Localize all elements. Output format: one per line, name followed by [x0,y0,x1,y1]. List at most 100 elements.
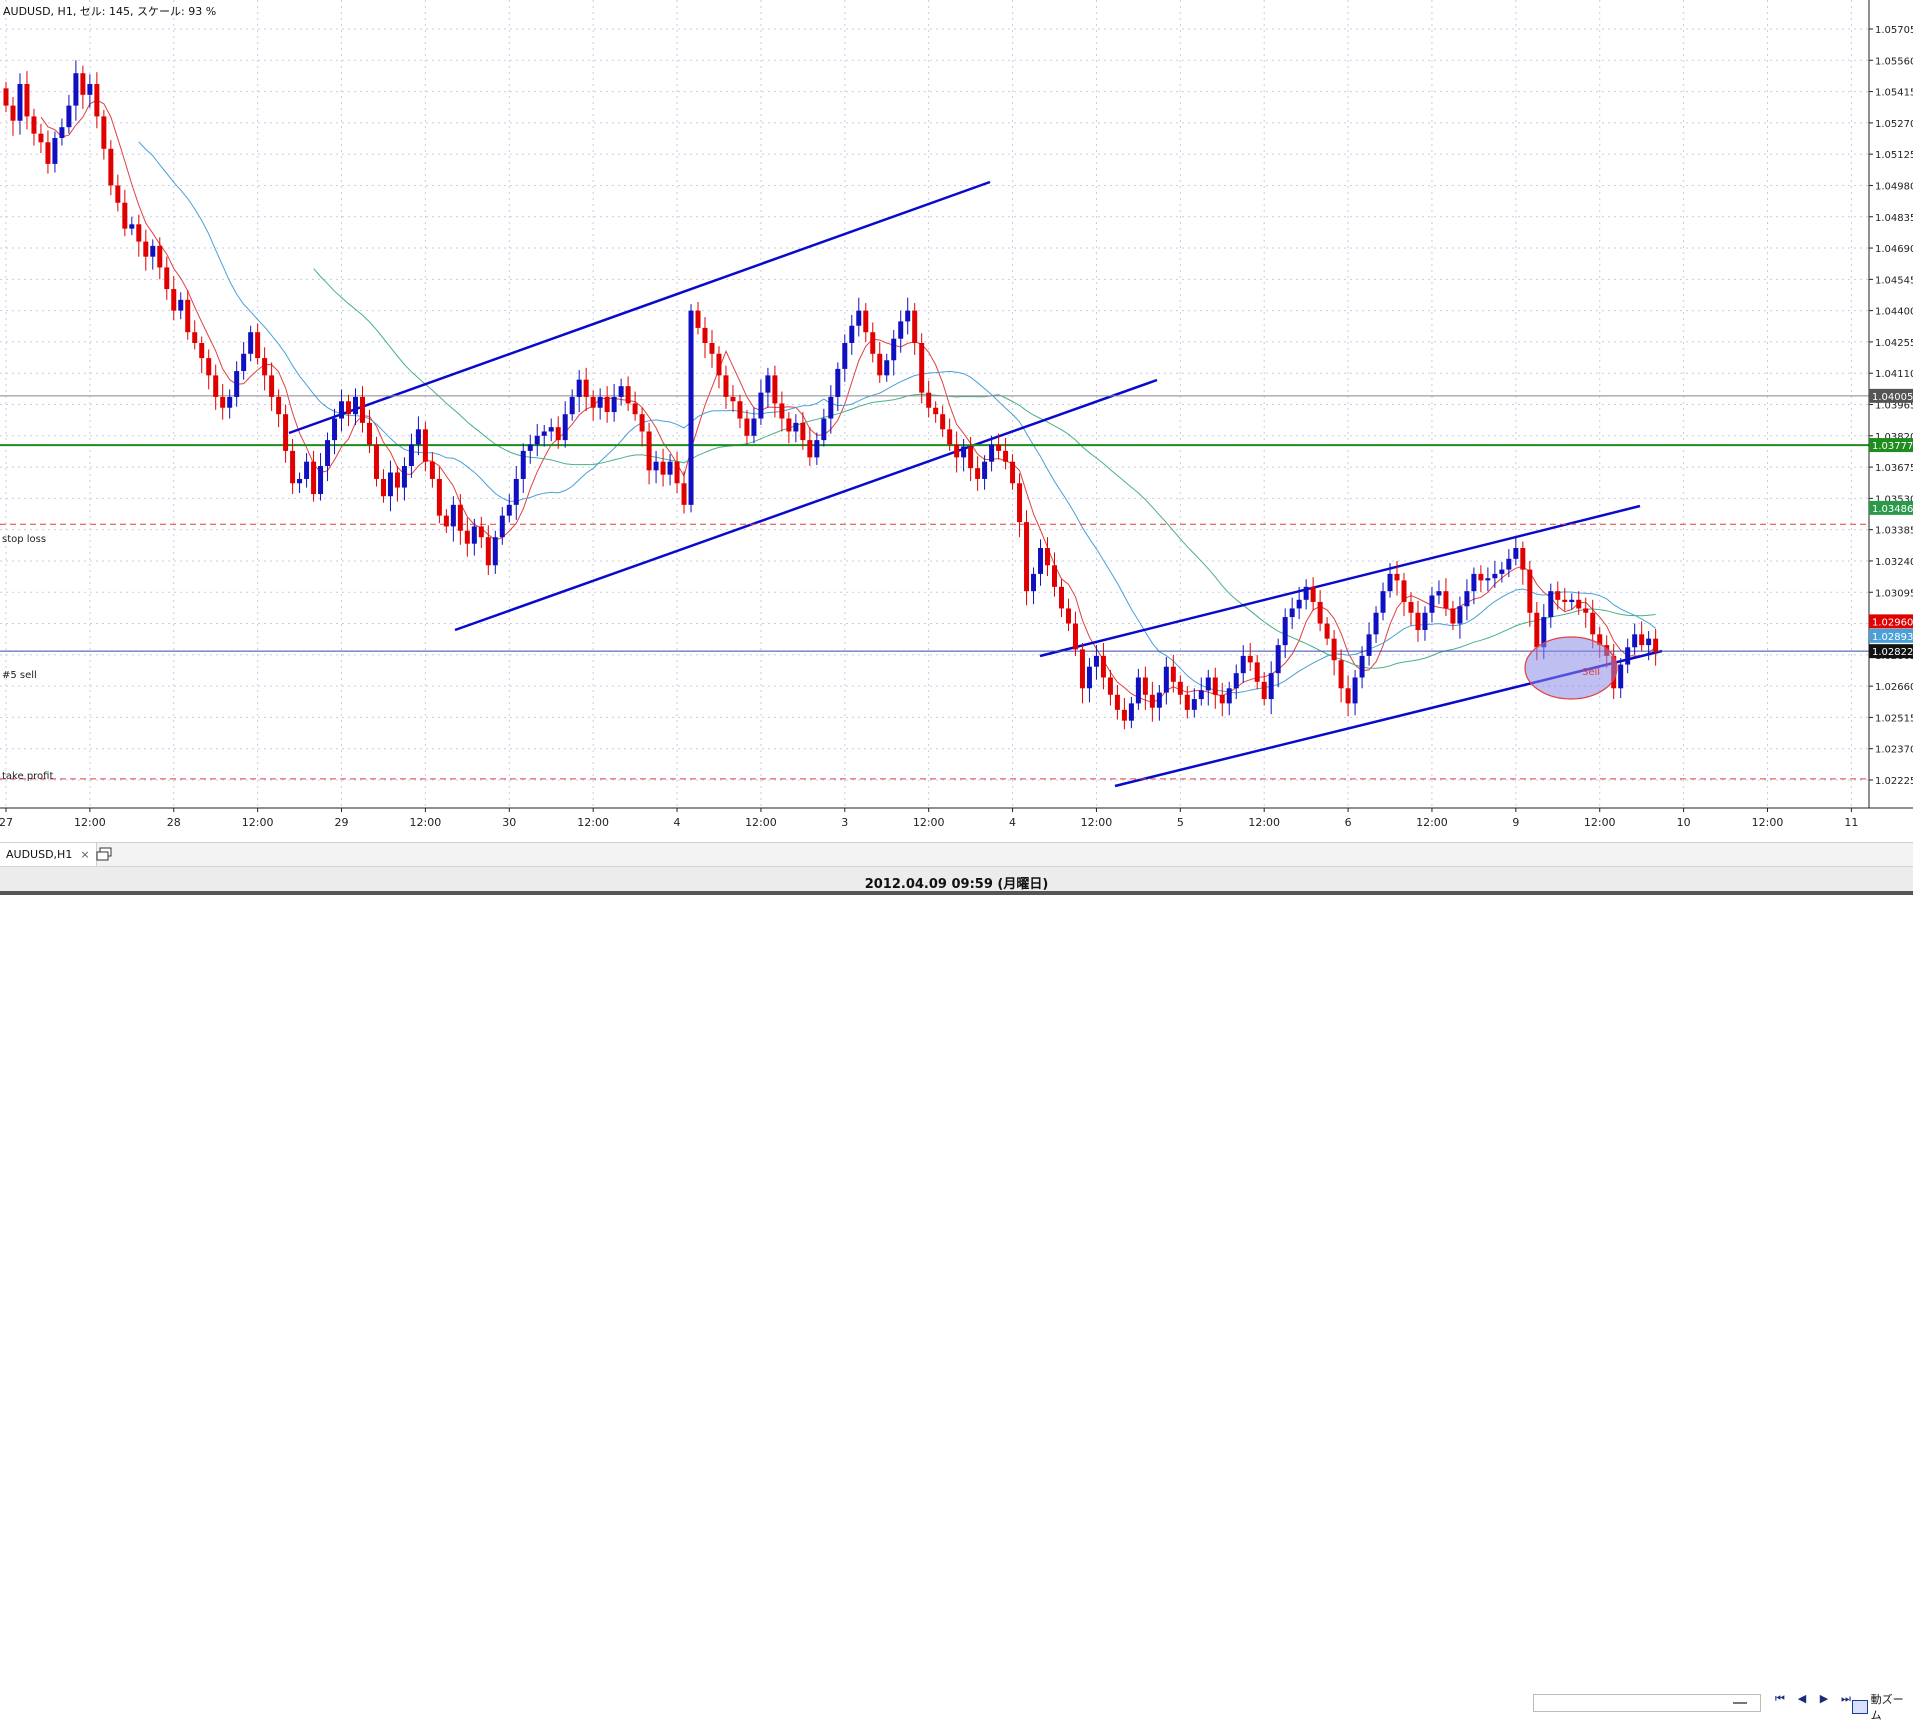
first-icon[interactable]: ⏮ [1775,1692,1785,1705]
time-axis[interactable]: 27 12:00 28 12:00 29 12:00 30 12:00 4 12:00 3 12:00… [0,808,1858,829]
candle-body [52,137,58,164]
candle-body [765,375,771,393]
time-tick-label: 12:00 [74,816,106,829]
candle-body [1548,591,1554,618]
price-tick-label: 1.03820 [1875,432,1913,443]
zoom-icon [1852,1700,1868,1714]
candle-body [954,444,960,458]
price-tick-label: 1.03095 [1875,588,1913,599]
candle-body [436,478,442,516]
candle-body [1576,599,1582,609]
candle-body [947,429,953,445]
candle-body [1079,649,1085,689]
candle-body [576,379,582,397]
next-icon[interactable]: ▶ [1819,1692,1829,1705]
candle-body [919,342,925,393]
zoom-out-icon[interactable] [1733,1702,1747,1704]
candle-body [786,418,792,432]
trendline[interactable] [1039,504,1641,658]
candle-body [688,310,694,505]
candle-body [723,375,729,397]
candle-body [45,142,51,164]
chart-scroll-box[interactable] [1533,1694,1761,1712]
candle-body [625,386,631,404]
price-axis[interactable]: 1.05705 1.05560 1.05415 1.05270 1.05125 1.049… [1869,25,1913,787]
candle-body [283,414,289,451]
candle-body [1310,586,1316,602]
price-tag-label: 1.02822 [1872,647,1913,658]
trendline[interactable] [288,180,991,435]
candle-body [269,375,275,397]
sell-marker[interactable]: Sell [1524,636,1618,700]
candle-body [1457,606,1463,624]
candle-body [1527,569,1533,613]
candle-body [814,440,820,458]
price-tag [1869,388,1913,403]
price-tick-label: 1.03240 [1875,557,1913,568]
candle-body [912,310,918,343]
chart-tab[interactable]: AUDUSD,H1 × [0,843,97,866]
candle-body [178,299,184,311]
candle-body [772,375,778,404]
price-tag-label: 1.04005 [1872,392,1913,403]
candle-body [1031,573,1037,592]
candle-body [513,478,519,505]
sell-ellipse[interactable] [1524,636,1618,700]
price-tick-label: 1.05270 [1875,119,1913,130]
candle-body [534,435,540,445]
candle-body [1184,694,1190,710]
candle-body [1107,677,1113,695]
candle-body [1121,709,1127,721]
candle-body [150,245,156,257]
candle-body [1149,694,1155,708]
candle-body [1380,591,1386,613]
price-tick-label: 1.04980 [1875,181,1913,192]
close-icon[interactable]: × [80,848,90,861]
candle-body [1499,569,1505,574]
candle-body [1296,599,1302,609]
candle-body [450,504,456,527]
prev-icon[interactable]: ◀ [1797,1692,1807,1705]
candle-body [157,245,163,268]
price-tag [1869,500,1913,515]
chart-tab-label: AUDUSD,H1 [6,848,73,861]
candle-body [1653,638,1659,652]
candle-body [1450,608,1456,624]
time-tick-label: 9 [1512,816,1519,829]
price-tick-label: 1.02660 [1875,682,1913,693]
candle-body [1100,655,1106,678]
price-tick-label: 1.03965 [1875,401,1913,412]
candle-body [667,461,673,475]
candle-body [332,418,338,441]
price-chart[interactable]: Sell AUDUSD, H1, セル: 145, スケール: 93 % 1.0… [0,0,1913,842]
time-tick-label: 12:00 [1248,816,1280,829]
candle-body [1275,645,1281,674]
candle-body [730,396,736,402]
candle-body [31,116,37,134]
candle-body [1471,573,1477,592]
candle-body [464,530,470,544]
candle-body [492,537,498,566]
candle-body [751,418,757,436]
candle-body [171,289,177,311]
candle-body [373,444,379,479]
price-tick-label: 1.02515 [1875,713,1913,724]
candle-body [1212,677,1218,695]
candle-body [506,504,512,516]
candle-body [842,342,848,369]
candle-body [1366,634,1372,656]
candle-body [1436,591,1442,596]
window-icon[interactable] [96,847,112,861]
candle-body [1492,573,1498,579]
price-tick-label: 1.04400 [1875,307,1913,318]
time-tick-label: 3 [841,816,848,829]
trendline[interactable] [454,378,1158,632]
time-tick-label: 12:00 [577,816,609,829]
candle-body [1352,677,1358,704]
auto-zoom-toggle[interactable]: 動ズーム [1852,1691,1913,1723]
candle-body [1163,666,1169,693]
candle-body [1045,548,1051,566]
candle-body [1093,655,1099,667]
candle-body [1443,591,1449,609]
candle-body [199,342,205,359]
